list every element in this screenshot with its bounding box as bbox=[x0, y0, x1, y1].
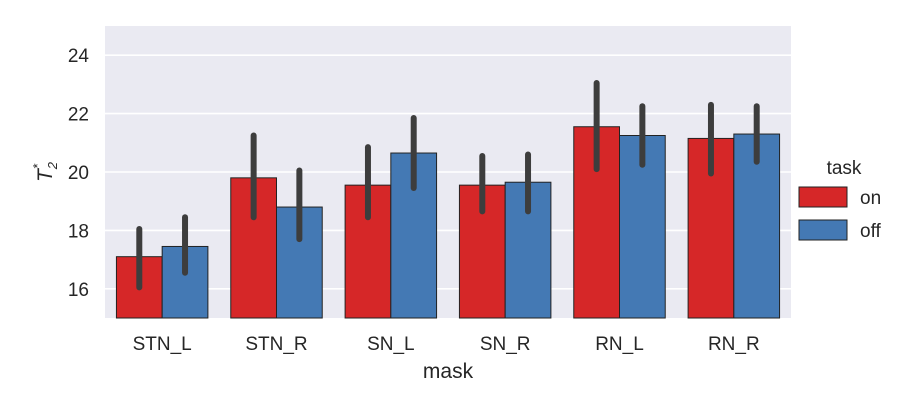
x-tick-labels: STN_L STN_R SN_L SN_R RN_L RN_R bbox=[133, 334, 760, 355]
error-bars bbox=[136, 79, 760, 291]
y-tick-label: 22 bbox=[68, 105, 89, 126]
legend-title: task bbox=[827, 158, 862, 179]
legend-swatch-off bbox=[798, 219, 848, 241]
legend-label-off: off bbox=[860, 221, 882, 242]
svg-text:T2*: T2* bbox=[30, 161, 60, 182]
x-tick-label: RN_R bbox=[708, 334, 760, 355]
bar-off-stn_r bbox=[276, 206, 323, 319]
y-tick-label: 24 bbox=[68, 46, 90, 67]
y-tick-label: 16 bbox=[68, 280, 89, 301]
grid-lines bbox=[105, 54, 791, 290]
y-axis-label-sub: 2 bbox=[45, 161, 60, 170]
legend-swatch-on bbox=[798, 186, 848, 208]
legend: task on off bbox=[798, 158, 882, 242]
y-axis-label-sup: * bbox=[30, 163, 45, 169]
y-tick-labels: 16 18 20 22 24 bbox=[68, 46, 90, 301]
x-tick-label: STN_L bbox=[133, 334, 192, 355]
y-axis-label-main: T bbox=[34, 167, 57, 182]
x-tick-label: SN_R bbox=[480, 334, 531, 355]
legend-label-on: on bbox=[860, 188, 881, 209]
x-tick-label: STN_R bbox=[245, 334, 307, 355]
bars bbox=[115, 126, 781, 319]
y-axis-label: T2* bbox=[30, 161, 60, 182]
y-tick-label: 20 bbox=[68, 163, 89, 184]
x-tick-label: SN_L bbox=[367, 334, 415, 355]
y-tick-label: 18 bbox=[68, 221, 89, 242]
x-axis-label: mask bbox=[423, 360, 474, 383]
x-tick-label: RN_L bbox=[595, 334, 644, 355]
